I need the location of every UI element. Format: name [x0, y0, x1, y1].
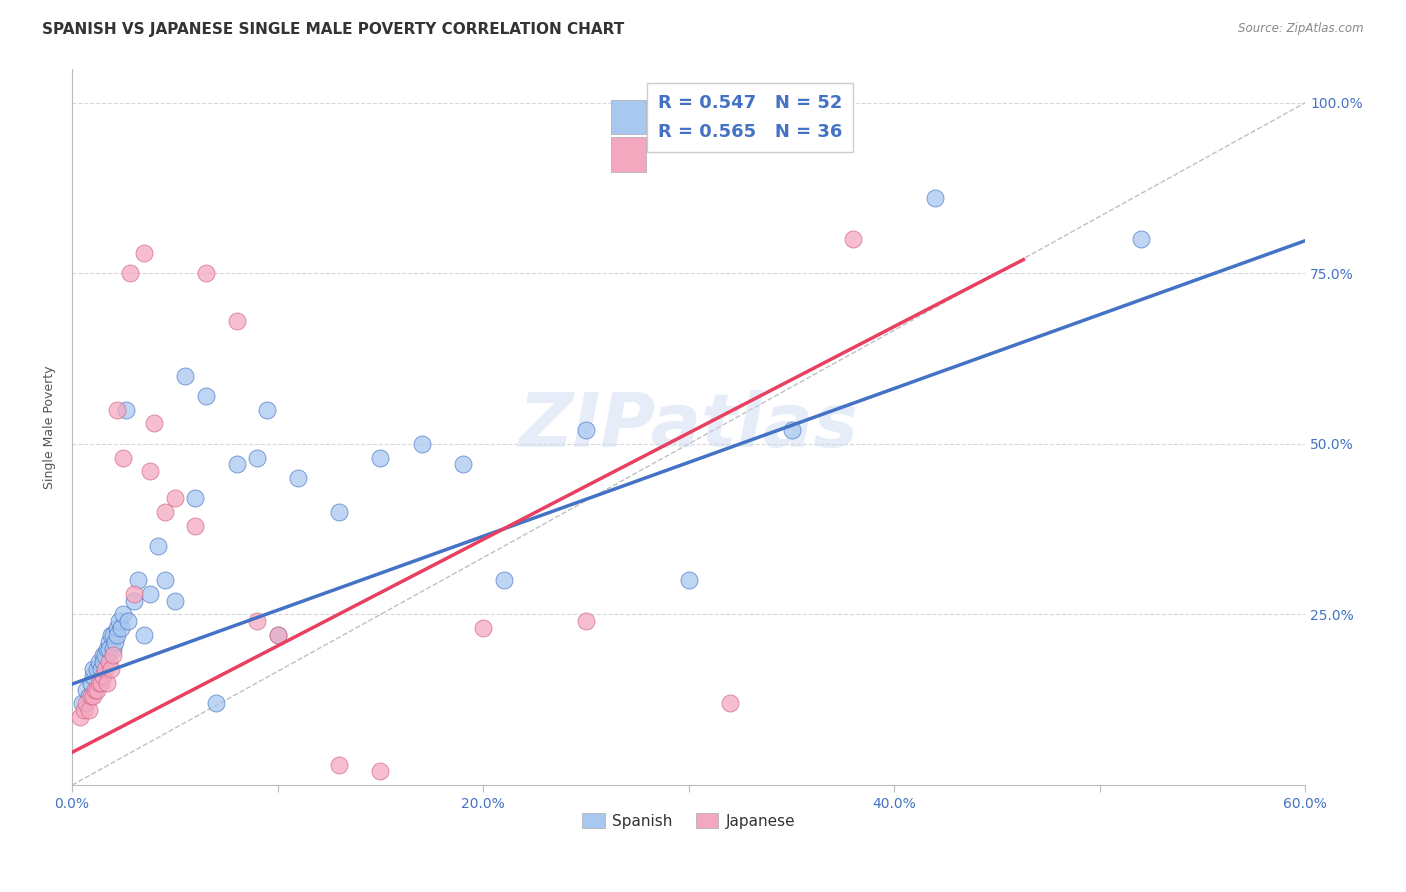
- Point: [98, 634, 121, 648]
- Point: [266, 628, 288, 642]
- Point: [174, 368, 197, 383]
- Point: [118, 266, 141, 280]
- Point: [103, 648, 125, 663]
- Point: [76, 696, 98, 710]
- Point: [94, 648, 117, 663]
- Point: [328, 505, 350, 519]
- Point: [472, 621, 495, 635]
- Point: [103, 641, 125, 656]
- Point: [90, 662, 112, 676]
- Point: [105, 402, 128, 417]
- Point: [205, 696, 228, 710]
- Point: [82, 690, 104, 704]
- Point: [132, 245, 155, 260]
- Text: SPANISH VS JAPANESE SINGLE MALE POVERTY CORRELATION CHART: SPANISH VS JAPANESE SINGLE MALE POVERTY …: [42, 22, 624, 37]
- Point: [411, 437, 433, 451]
- Point: [127, 574, 149, 588]
- Point: [246, 615, 269, 629]
- Point: [76, 682, 98, 697]
- Point: [96, 641, 118, 656]
- Point: [184, 491, 207, 506]
- Text: Source: ZipAtlas.com: Source: ZipAtlas.com: [1239, 22, 1364, 36]
- Point: [153, 574, 176, 588]
- Point: [91, 669, 114, 683]
- Point: [100, 628, 122, 642]
- Point: [328, 757, 350, 772]
- Point: [86, 682, 108, 697]
- Point: [87, 655, 110, 669]
- Point: [117, 615, 139, 629]
- Point: [451, 458, 474, 472]
- Point: [91, 648, 114, 663]
- Point: [924, 191, 946, 205]
- Point: [79, 675, 101, 690]
- Point: [139, 464, 162, 478]
- Point: [86, 662, 108, 676]
- Point: [678, 574, 700, 588]
- Point: [112, 607, 135, 622]
- Point: [82, 669, 104, 683]
- Point: [492, 574, 515, 588]
- Point: [194, 266, 217, 280]
- Point: [79, 690, 101, 704]
- Legend: Spanish, Japanese: Spanish, Japanese: [575, 806, 801, 835]
- Point: [83, 682, 105, 697]
- Point: [112, 450, 135, 465]
- Point: [90, 675, 112, 690]
- FancyBboxPatch shape: [612, 100, 645, 135]
- Point: [575, 615, 598, 629]
- Point: [91, 655, 114, 669]
- Point: [104, 634, 127, 648]
- Point: [143, 417, 166, 431]
- Point: [100, 662, 122, 676]
- Point: [225, 314, 247, 328]
- Point: [122, 587, 145, 601]
- Text: R = 0.547   N = 52
R = 0.565   N = 36: R = 0.547 N = 52 R = 0.565 N = 36: [658, 94, 842, 141]
- Point: [122, 594, 145, 608]
- Point: [370, 764, 392, 779]
- Point: [246, 450, 269, 465]
- Point: [69, 710, 91, 724]
- Point: [1129, 232, 1152, 246]
- Point: [105, 621, 128, 635]
- Point: [73, 703, 96, 717]
- Point: [98, 641, 121, 656]
- Point: [94, 662, 117, 676]
- Point: [96, 675, 118, 690]
- Point: [77, 703, 100, 717]
- Point: [780, 423, 803, 437]
- Point: [370, 450, 392, 465]
- Point: [139, 587, 162, 601]
- FancyBboxPatch shape: [612, 137, 645, 171]
- Point: [225, 458, 247, 472]
- Point: [163, 491, 186, 506]
- Point: [114, 402, 136, 417]
- Point: [108, 615, 131, 629]
- Point: [718, 696, 741, 710]
- Point: [148, 539, 170, 553]
- Point: [153, 505, 176, 519]
- Point: [87, 675, 110, 690]
- Point: [184, 518, 207, 533]
- Y-axis label: Single Male Poverty: Single Male Poverty: [44, 365, 56, 489]
- Point: [266, 628, 288, 642]
- Point: [132, 628, 155, 642]
- Point: [82, 662, 104, 676]
- Point: [256, 402, 278, 417]
- Point: [72, 696, 94, 710]
- Point: [77, 690, 100, 704]
- Point: [105, 628, 128, 642]
- Point: [194, 389, 217, 403]
- Point: [575, 423, 598, 437]
- Point: [842, 232, 865, 246]
- Text: ZIPatlas: ZIPatlas: [519, 391, 859, 463]
- Point: [103, 628, 125, 642]
- Point: [110, 621, 132, 635]
- Point: [287, 471, 309, 485]
- Point: [98, 655, 121, 669]
- Point: [163, 594, 186, 608]
